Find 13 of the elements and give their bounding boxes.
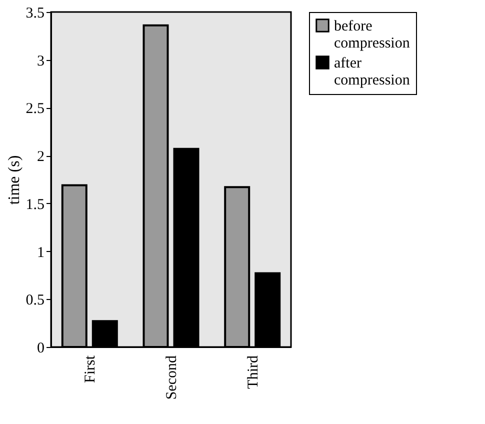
y-tick-label: 3.5 [26,6,44,22]
y-axis-title: time (s) [6,155,23,205]
y-tick-label: 2 [37,149,44,166]
y-tick-label: 1 [37,244,44,261]
y-tick-label: 1.5 [26,196,44,213]
x-tick-label: Third [245,355,262,389]
y-tick-label: 2.5 [26,101,44,118]
legend-label: after compression [334,56,410,88]
x-tick-label: First [82,354,99,384]
y-tick-label: 0.5 [26,292,44,309]
y-tick-label: 3 [37,53,44,70]
x-tick-label: Second [164,355,180,400]
y-tick-label: 0 [37,340,44,356]
